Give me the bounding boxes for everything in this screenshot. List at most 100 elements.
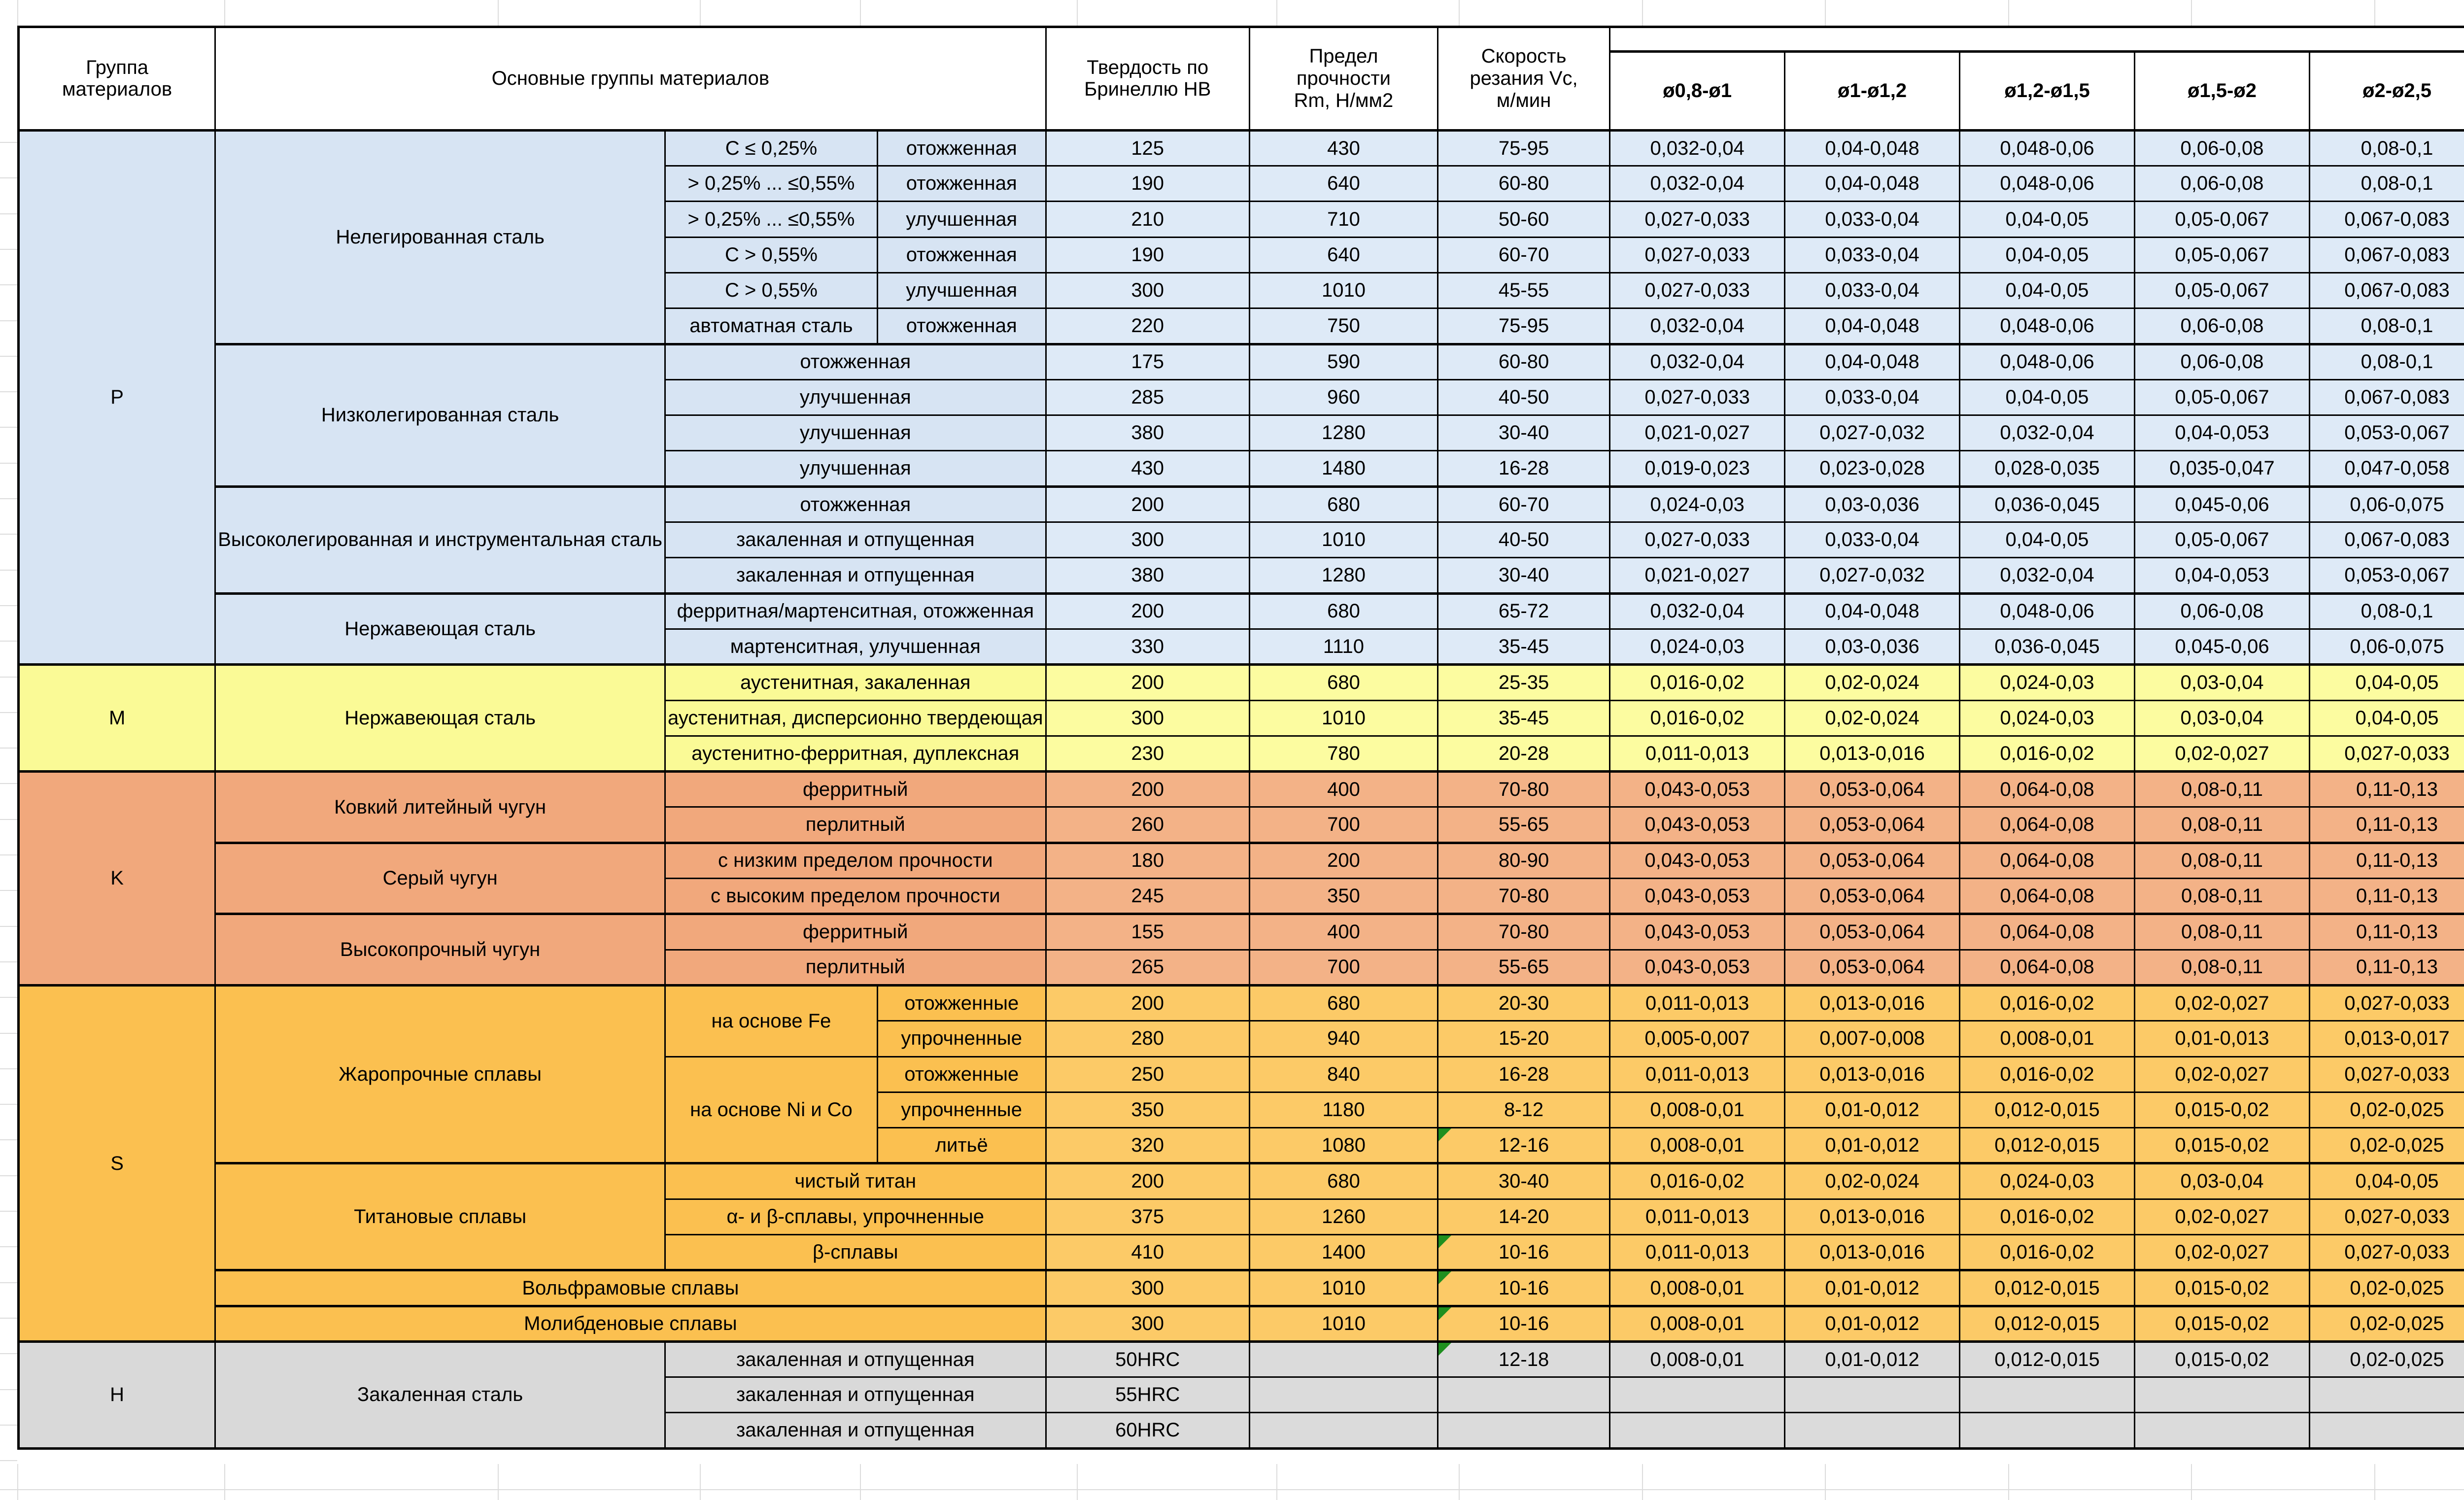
cell-feed-2[interactable]: 0,032-0,04 [1959,557,2136,594]
cell-cutting-speed-vc[interactable]: 12-16 [1437,1127,1611,1164]
cell-hardness-hb[interactable]: 200 [1045,770,1250,808]
cell-hardness-hb[interactable]: 330 [1045,628,1250,666]
cell-hardness-hb[interactable]: 200 [1045,663,1250,701]
cell-feed-1[interactable]: 0,01-0,012 [1784,1304,1961,1342]
cell-hardness-hb[interactable]: 175 [1045,342,1250,380]
cell-feed-3[interactable]: 0,015-0,02 [2134,1091,2310,1129]
cell-material-group[interactable]: Нержавеющая сталь [214,663,666,773]
cell-strength-rm[interactable]: 1010 [1248,699,1439,737]
cell-feed-4[interactable] [2308,1376,2464,1414]
cell-feed-4[interactable]: 0,027-0,033 [2308,735,2464,773]
cell-hardness-hb[interactable]: 210 [1045,201,1250,238]
cell-cutting-speed-vc[interactable]: 70-80 [1437,770,1611,808]
cell-strength-rm[interactable]: 1080 [1248,1127,1439,1164]
cell-feed-1[interactable]: 0,01-0,012 [1784,1269,1961,1307]
cell-feed-4[interactable]: 0,04-0,05 [2308,663,2464,701]
cell-feed-0[interactable]: 0,024-0,03 [1609,628,1786,666]
cell-feed-0[interactable]: 0,043-0,053 [1609,770,1786,808]
cell-strength-rm[interactable]: 1010 [1248,521,1439,559]
cell-hardness-hb[interactable]: 410 [1045,1233,1250,1271]
cell-hardness-hb[interactable]: 265 [1045,949,1250,986]
cell-feed-3[interactable] [2134,1376,2310,1414]
cell-feed-3[interactable]: 0,06-0,08 [2134,342,2310,380]
cell-feed-4[interactable]: 0,08-0,1 [2308,165,2464,203]
cell-strength-rm[interactable]: 680 [1248,592,1439,630]
cell-material-group[interactable]: Закаленная сталь [214,1340,666,1449]
cell-feed-3[interactable]: 0,08-0,11 [2134,878,2310,915]
cell-hardness-hb[interactable]: 50HRC [1045,1340,1250,1378]
cell-feed-2[interactable]: 0,064-0,08 [1959,806,2136,844]
cell-material-state[interactable]: литьё [876,1127,1047,1164]
cell-feed-4[interactable]: 0,02-0,025 [2308,1091,2464,1129]
cell-feed-0[interactable]: 0,011-0,013 [1609,1056,1786,1093]
cell-hardness-hb[interactable]: 190 [1045,236,1250,273]
cell-cutting-speed-vc[interactable]: 60-70 [1437,236,1611,273]
cell-feed-0[interactable]: 0,024-0,03 [1609,485,1786,523]
cell-feed-0[interactable] [1609,1412,1786,1449]
cell-feed-0[interactable]: 0,043-0,053 [1609,878,1786,915]
cell-material-state[interactable]: β-сплавы [664,1233,1047,1271]
cell-feed-4[interactable]: 0,053-0,067 [2308,557,2464,594]
cell-feed-1[interactable]: 0,02-0,024 [1784,663,1961,701]
cell-material-group[interactable]: Ковкий литейный чугун [214,770,666,844]
cell-strength-rm[interactable] [1248,1412,1439,1449]
cell-feed-2[interactable]: 0,04-0,05 [1959,201,2136,238]
cell-hardness-hb[interactable]: 200 [1045,1162,1250,1200]
cell-feed-0[interactable]: 0,032-0,04 [1609,342,1786,380]
cell-material-state[interactable]: улучшенная [876,272,1047,309]
cell-feed-3[interactable]: 0,01-0,013 [2134,1020,2310,1057]
cell-material-state[interactable]: отожженная [876,129,1047,167]
cell-strength-rm[interactable]: 680 [1248,663,1439,701]
cell-feed-2[interactable]: 0,064-0,08 [1959,913,2136,951]
cell-cutting-speed-vc[interactable]: 70-80 [1437,878,1611,915]
header-feed-fn[interactable]: Подача Fn, мм/об [1609,26,2464,53]
cell-material-state[interactable]: улучшенная [664,414,1047,452]
cell-material-state[interactable]: отожженные [876,984,1047,1022]
cell-feed-0[interactable]: 0,019-0,023 [1609,450,1786,487]
cell-feed-4[interactable] [2308,1412,2464,1449]
cell-cutting-speed-vc[interactable]: 35-45 [1437,628,1611,666]
cell-feed-1[interactable]: 0,027-0,032 [1784,414,1961,452]
cell-feed-1[interactable]: 0,033-0,04 [1784,378,1961,416]
cell-strength-rm[interactable]: 1260 [1248,1198,1439,1236]
cell-feed-4[interactable]: 0,11-0,13 [2308,878,2464,915]
cell-material-state[interactable]: упрочненные [876,1091,1047,1129]
cell-material-state[interactable]: улучшенная [876,201,1047,238]
cell-hardness-hb[interactable]: 125 [1045,129,1250,167]
cell-material-state[interactable]: чистый титан [664,1162,1047,1200]
cell-cutting-speed-vc[interactable]: 55-65 [1437,806,1611,844]
cell-feed-1[interactable]: 0,053-0,064 [1784,841,1961,880]
cell-material-group[interactable]: Жаропрочные сплавы [214,984,666,1164]
cell-feed-2[interactable]: 0,012-0,015 [1959,1091,2136,1129]
cell-hardness-hb[interactable]: 190 [1045,165,1250,203]
cell-feed-2[interactable]: 0,04-0,05 [1959,521,2136,559]
cell-material-state[interactable]: перлитный [664,949,1047,986]
cell-cutting-speed-vc[interactable]: 25-35 [1437,663,1611,701]
cell-group-code[interactable]: P [17,129,216,666]
cell-feed-1[interactable]: 0,02-0,024 [1784,1162,1961,1200]
cell-feed-1[interactable]: 0,007-0,008 [1784,1020,1961,1057]
cell-feed-2[interactable]: 0,036-0,045 [1959,628,2136,666]
cell-cutting-speed-vc[interactable]: 60-80 [1437,165,1611,203]
cell-feed-4[interactable]: 0,013-0,017 [2308,1020,2464,1057]
cell-material-state[interactable]: мартенситная, улучшенная [664,628,1047,666]
cell-material-group[interactable]: Низколегированная сталь [214,342,666,487]
cell-material-base[interactable]: на основе Fe [664,984,878,1057]
cell-feed-2[interactable]: 0,048-0,06 [1959,129,2136,167]
cell-strength-rm[interactable]: 200 [1248,841,1439,880]
cell-strength-rm[interactable] [1248,1376,1439,1414]
cell-feed-2[interactable]: 0,028-0,035 [1959,450,2136,487]
cell-feed-1[interactable]: 0,03-0,036 [1784,628,1961,666]
cell-material-state[interactable]: аустенитно-ферритная, дуплексная [664,735,1047,773]
cell-strength-rm[interactable]: 590 [1248,342,1439,380]
cell-feed-4[interactable]: 0,08-0,1 [2308,342,2464,380]
cell-feed-4[interactable]: 0,06-0,075 [2308,485,2464,523]
cell-feed-3[interactable]: 0,08-0,11 [2134,806,2310,844]
cell-feed-2[interactable]: 0,012-0,015 [1959,1304,2136,1342]
cell-feed-2[interactable]: 0,048-0,06 [1959,592,2136,630]
cell-strength-rm[interactable]: 1400 [1248,1233,1439,1271]
cell-feed-3[interactable]: 0,03-0,04 [2134,699,2310,737]
cell-feed-0[interactable]: 0,008-0,01 [1609,1269,1786,1307]
cell-feed-3[interactable]: 0,04-0,053 [2134,557,2310,594]
cell-feed-2[interactable]: 0,016-0,02 [1959,1233,2136,1271]
